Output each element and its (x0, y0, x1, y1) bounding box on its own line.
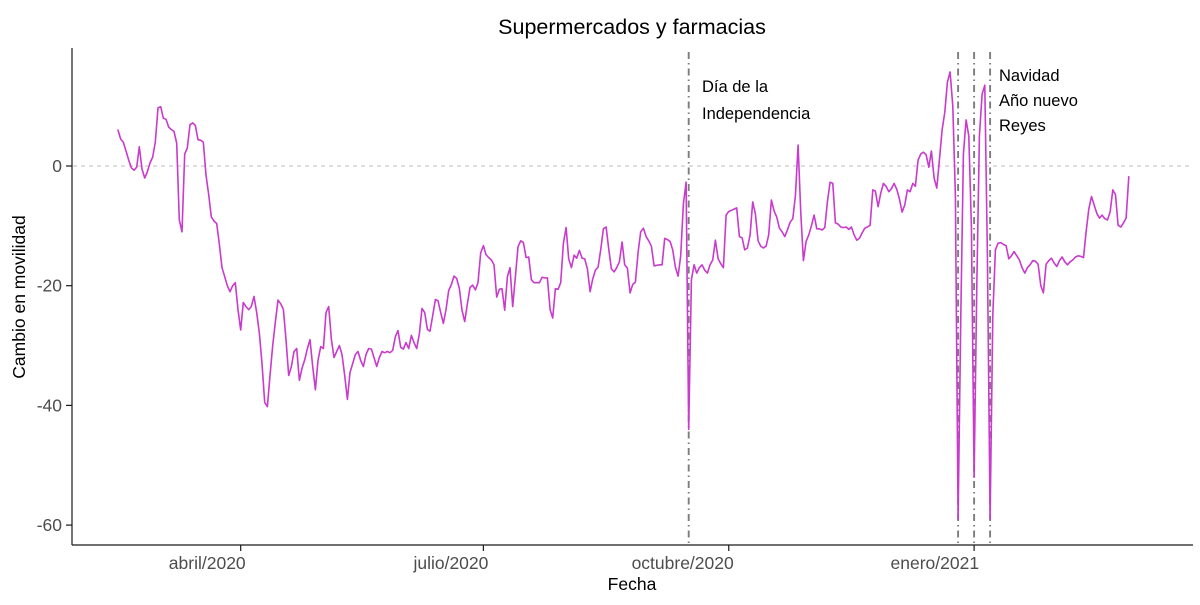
y-tick-label: -40 (37, 395, 63, 415)
mobility-line-group (117, 71, 1130, 520)
event-lines (687, 52, 992, 545)
y-tick-label: -60 (37, 515, 63, 535)
x-tick-label: enero/2021 (891, 553, 980, 573)
axis-ticks: 0 -20 -40 -60 abril/2020 julio/2020 octubre/20… (37, 156, 979, 573)
mobility-line (117, 71, 1130, 520)
y-tick-label: -20 (37, 276, 63, 296)
x-tick-label: abril/2020 (169, 553, 246, 573)
annotation-independencia-line1: Día de la (702, 78, 769, 96)
x-axis-title: Fecha (608, 574, 657, 594)
annotation-navidad: Navidad (999, 67, 1060, 85)
y-axis-title: Cambio en movilidad (9, 215, 29, 378)
y-tick-label: 0 (52, 156, 62, 176)
annotation-independencia-line2: Independencia (702, 105, 811, 123)
x-tick-label: julio/2020 (412, 553, 488, 573)
plot-title: Supermercados y farmacias (498, 15, 766, 39)
annotation-ano-nuevo: Año nuevo (999, 92, 1078, 110)
annotation-reyes: Reyes (999, 117, 1046, 135)
x-tick-label: octubre/2020 (632, 553, 734, 573)
